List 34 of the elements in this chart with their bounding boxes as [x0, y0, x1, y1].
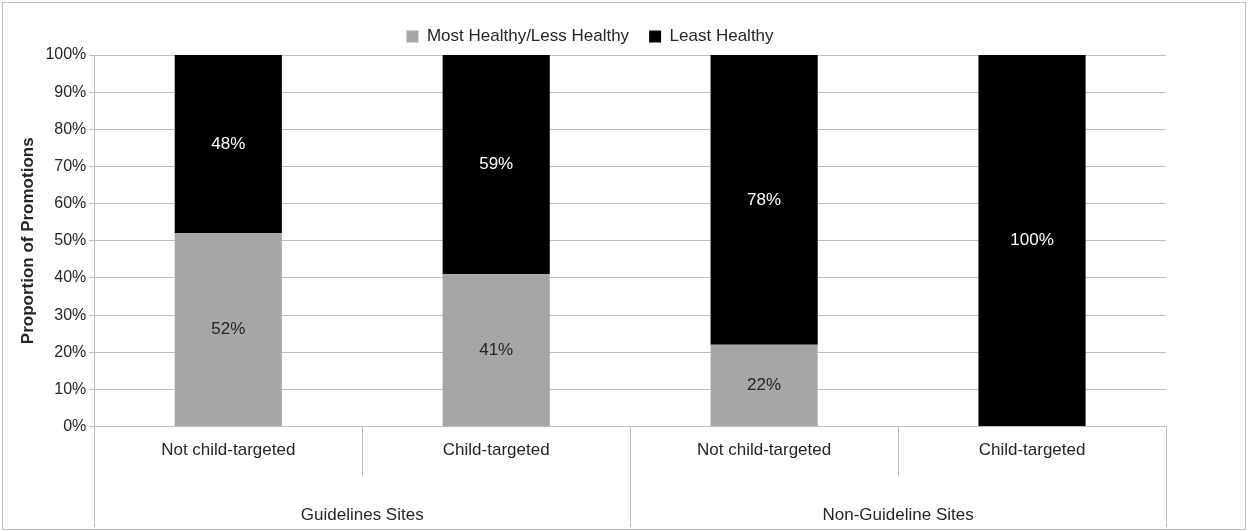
x-tick-label: Child-targeted [978, 440, 1086, 460]
data-label: 100% [1010, 230, 1054, 250]
x-tick-label: Not child-targeted [161, 440, 296, 460]
y-tick-label: 0% [63, 417, 87, 435]
x-tick-label: Not child-targeted [697, 440, 832, 460]
bar [978, 55, 1086, 427]
y-tick-label: 20% [54, 342, 87, 360]
text: Non-Guideline Sites [822, 505, 974, 525]
y-tick-label: 100% [45, 45, 87, 63]
y-tick-label: 90% [54, 82, 87, 100]
y-tick-label: 60% [54, 194, 87, 212]
text: Guidelines Sites [300, 505, 424, 525]
y-tick-label: 50% [54, 231, 87, 249]
y-tick-label: 30% [54, 305, 87, 323]
y-tick-label: 80% [54, 119, 87, 137]
x-tick-label: Child-targeted [442, 440, 550, 460]
bar [442, 274, 550, 427]
bar [174, 55, 282, 234]
data-label: 41% [479, 339, 514, 359]
y-axis-title: Proportion of Promotions [17, 137, 37, 345]
y-tick-label: 40% [54, 268, 87, 286]
data-label: 78% [747, 189, 782, 209]
bar [174, 233, 282, 427]
legend-label: Most Healthy/Less Healthy [426, 26, 630, 46]
bar [442, 55, 550, 275]
data-label: 48% [211, 133, 246, 153]
bar [710, 344, 818, 427]
y-tick-label: 70% [54, 156, 87, 174]
bar [710, 55, 818, 345]
data-label: 52% [211, 319, 246, 339]
data-label: 22% [747, 375, 782, 395]
data-label: 59% [479, 154, 514, 174]
legend-label: Least Healthy [669, 26, 775, 46]
y-tick-label: 10% [54, 379, 87, 397]
